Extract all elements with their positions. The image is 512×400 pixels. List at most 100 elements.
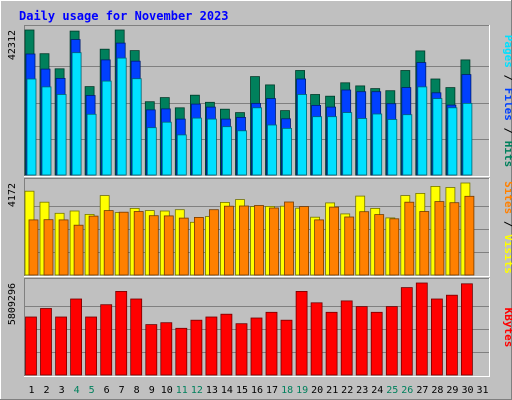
- bar-kbytes-day-27: [415, 282, 428, 376]
- chart-title: Daily usage for November 2023: [19, 9, 229, 23]
- bar-sites-day-26: [404, 201, 415, 276]
- panel-hits-files-pages: 42312 Pages / Files / Hits: [7, 25, 512, 177]
- bar-pages-day-21: [327, 116, 338, 176]
- panel-kbytes: 5809296 KBytes: [7, 278, 512, 377]
- x-tick-label: 11: [176, 385, 188, 396]
- bar-sites-day-25: [389, 218, 400, 276]
- series-kbytes: [25, 282, 473, 376]
- bar-kbytes-day-14: [220, 313, 233, 376]
- bar-sites-day-16: [254, 205, 264, 276]
- bar-kbytes-day-25: [385, 306, 398, 376]
- x-tick-label: 24: [371, 385, 383, 396]
- bar-sites-day-2: [43, 219, 54, 276]
- bar-sites-day-4: [73, 224, 84, 276]
- bar-kbytes-day-18: [280, 319, 293, 376]
- x-tick-label: 27: [416, 385, 428, 396]
- bar-sites-day-3: [58, 219, 69, 276]
- bar-kbytes-day-12: [190, 319, 203, 376]
- y-max-label: 42312: [7, 30, 18, 60]
- bar-pages-day-24: [372, 113, 383, 176]
- legend-entry-hits: Hits: [502, 141, 512, 168]
- x-tick-label: 6: [104, 385, 110, 396]
- x-tick-label: 19: [296, 385, 308, 396]
- bar-kbytes-day-3: [55, 316, 67, 376]
- bar-kbytes-day-22: [340, 300, 353, 376]
- x-tick-label: 7: [119, 385, 125, 396]
- bar-pages-day-23: [357, 118, 368, 176]
- bar-pages-day-27: [417, 86, 428, 176]
- bar-kbytes-day-4: [70, 298, 82, 376]
- bar-kbytes-day-13: [205, 316, 218, 376]
- bar-kbytes-day-17: [265, 311, 278, 376]
- x-tick-label: 20: [311, 385, 323, 396]
- bar-pages-day-5: [86, 113, 97, 176]
- x-tick-label: 13: [206, 385, 218, 396]
- bar-sites-day-7: [118, 211, 129, 276]
- bar-pages-day-30: [462, 103, 473, 176]
- legend-entry-visits: Visits: [502, 234, 512, 274]
- bar-pages-day-29: [447, 107, 458, 176]
- x-axis: 1 2 3 4 5 6 7 8 9 10 11 12 13 14 15 16 17 18 19 20 21 22 23 24 2…: [28, 385, 488, 396]
- series-pages: [26, 52, 473, 176]
- x-tick-label: 4: [74, 385, 80, 396]
- legend-visits-sites: Sites / Visits: [502, 181, 512, 274]
- bar-pages-day-1: [26, 78, 37, 176]
- x-tick-label: 22: [341, 385, 353, 396]
- bar-pages-day-28: [432, 98, 443, 176]
- bar-kbytes-day-28: [430, 298, 443, 376]
- bar-kbytes-day-5: [85, 316, 97, 376]
- panels-layer: 42312 Pages / Files / Hits 4172 Sites / Vis…: [7, 25, 512, 377]
- bar-pages-day-4: [71, 52, 82, 176]
- bar-sites-day-19: [299, 206, 310, 276]
- bar-pages-day-22: [342, 112, 353, 176]
- bar-kbytes-day-21: [325, 311, 338, 376]
- bar-sites-day-21: [329, 206, 340, 276]
- bar-pages-day-3: [56, 94, 67, 176]
- bar-pages-day-2: [41, 86, 52, 176]
- bar-pages-day-20: [312, 116, 323, 176]
- bar-pages-day-9: [146, 127, 157, 176]
- x-tick-label: 1: [28, 385, 34, 396]
- x-tick-label: 9: [149, 385, 155, 396]
- x-tick-label: 26: [401, 385, 413, 396]
- y-max-label: 5809296: [7, 283, 18, 325]
- bar-pages-day-13: [206, 118, 217, 176]
- bar-sites-day-12: [193, 216, 204, 276]
- bar-pages-day-17: [267, 124, 277, 176]
- bar-kbytes-day-19: [295, 290, 308, 376]
- bar-pages-day-18: [282, 127, 292, 176]
- bar-kbytes-day-16: [250, 317, 263, 376]
- bar-sites-day-8: [133, 211, 144, 276]
- bar-sites-day-20: [314, 219, 325, 276]
- bar-pages-day-6: [101, 80, 112, 176]
- bar-pages-day-12: [191, 117, 202, 176]
- bar-kbytes-day-26: [400, 287, 413, 376]
- bar-pages-day-26: [402, 114, 413, 176]
- bar-sites-day-15: [239, 205, 249, 276]
- bar-sites-day-1: [28, 219, 39, 276]
- x-tick-label: 3: [59, 385, 65, 396]
- x-tick-label: 8: [134, 385, 140, 396]
- bar-pages-day-10: [161, 121, 172, 176]
- x-tick-label: 10: [161, 385, 173, 396]
- bar-sites-day-5: [88, 215, 99, 276]
- panel-visits-sites: 4172 Sites / Visits: [7, 178, 512, 277]
- bar-kbytes-day-15: [235, 323, 248, 376]
- legend-separator: /: [502, 68, 512, 88]
- bar-sites-day-13: [208, 209, 219, 276]
- bar-pages-day-14: [221, 126, 232, 176]
- x-tick-label: 28: [431, 385, 443, 396]
- legend-separator: /: [502, 214, 512, 234]
- bar-sites-day-24: [374, 214, 385, 276]
- bar-kbytes-day-8: [130, 298, 143, 376]
- x-tick-label: 15: [236, 385, 248, 396]
- bar-sites-day-14: [223, 205, 234, 276]
- bar-pages-day-15: [237, 130, 247, 176]
- series-sites: [28, 195, 475, 276]
- x-tick-label: 16: [251, 385, 263, 396]
- legend-kbytes: KBytes: [502, 308, 512, 348]
- legend-entry-kbytes: KBytes: [502, 308, 512, 348]
- bar-sites-day-22: [344, 216, 355, 276]
- bar-sites-day-17: [269, 207, 279, 276]
